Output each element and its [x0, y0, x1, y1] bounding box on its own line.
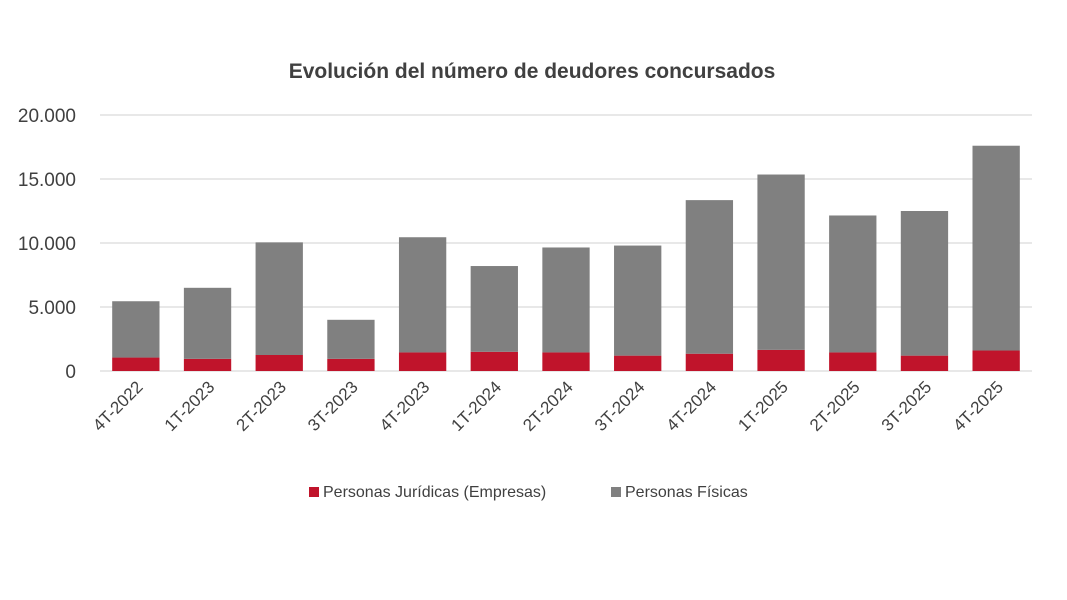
x-axis: 4T-2022 1T-2023 2T-2023 3T-2023 4T-2023 1T-20… — [89, 377, 1007, 435]
y-axis: 0 5.000 10.000 15.000 20.000 — [18, 106, 76, 383]
x-tick-label: 1T-2023 — [161, 377, 219, 435]
x-tick-label: 4T-2024 — [663, 377, 721, 435]
y-tick-label: 10.000 — [18, 234, 76, 255]
bar-personas-juridicas — [255, 355, 303, 371]
y-tick-label: 15.000 — [18, 170, 76, 191]
y-tick-label: 5.000 — [28, 298, 76, 319]
x-tick-label: 4T-2023 — [376, 377, 434, 435]
bar-personas-fisicas — [398, 237, 447, 353]
gridlines — [100, 114, 1032, 372]
bar-personas-juridicas — [398, 352, 447, 371]
legend-label: Personas Jurídicas (Empresas) — [323, 484, 546, 501]
bar-personas-fisicas — [685, 200, 734, 354]
bar-personas-juridicas — [112, 357, 160, 371]
bar-personas-juridicas — [972, 350, 1020, 371]
bar-personas-juridicas — [183, 358, 232, 371]
legend-swatch — [611, 487, 621, 497]
x-tick-label: 3T-2024 — [591, 377, 649, 435]
bar-personas-fisicas — [972, 145, 1020, 351]
bar-personas-fisicas — [112, 301, 160, 358]
x-tick-label: 2T-2023 — [233, 377, 291, 435]
bar-personas-fisicas — [829, 215, 877, 353]
bar-personas-fisicas — [255, 242, 303, 355]
legend-item-personas-juridicas: Personas Jurídicas (Empresas) — [309, 484, 546, 501]
legend-item-personas-fisicas: Personas Físicas — [611, 484, 748, 501]
bars — [112, 145, 1020, 371]
bar-personas-juridicas — [757, 349, 805, 371]
x-tick-label: 2T-2025 — [806, 377, 864, 435]
bar-personas-juridicas — [542, 352, 590, 371]
bar-personas-juridicas — [327, 358, 375, 371]
bar-personas-juridicas — [900, 355, 949, 371]
chart-title: Evolución del número de deudores concurs… — [289, 60, 776, 83]
legend-swatch — [309, 487, 319, 497]
x-tick-label: 4T-2022 — [89, 377, 147, 435]
bar-personas-juridicas — [470, 351, 518, 371]
bar-personas-juridicas — [614, 355, 662, 371]
legend-label: Personas Físicas — [625, 484, 748, 501]
bar-personas-fisicas — [900, 211, 949, 356]
bar-personas-fisicas — [183, 287, 232, 359]
bar-personas-fisicas — [757, 174, 805, 350]
bar-personas-fisicas — [614, 245, 662, 356]
x-tick-label: 1T-2024 — [448, 377, 506, 435]
x-tick-label: 3T-2023 — [304, 377, 362, 435]
legend: Personas Jurídicas (Empresas) Personas Fí… — [309, 484, 748, 501]
x-tick-label: 3T-2025 — [878, 377, 936, 435]
bar-personas-juridicas — [685, 353, 734, 371]
y-tick-label: 20.000 — [18, 106, 76, 127]
y-tick-label: 0 — [65, 362, 76, 383]
x-tick-label: 1T-2025 — [734, 377, 792, 435]
bar-personas-fisicas — [470, 266, 518, 352]
x-tick-label: 4T-2025 — [949, 377, 1007, 435]
x-tick-label: 2T-2024 — [519, 377, 577, 435]
bar-personas-juridicas — [829, 352, 877, 371]
bar-personas-fisicas — [327, 319, 375, 359]
bar-personas-fisicas — [542, 247, 590, 353]
